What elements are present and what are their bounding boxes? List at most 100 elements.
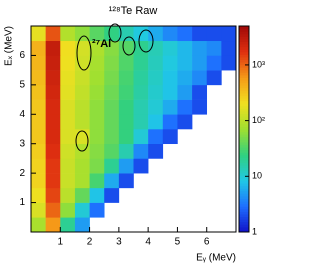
color-bar-step [239, 49, 249, 53]
color-bar-step [239, 51, 249, 55]
color-bar-step [239, 136, 249, 140]
color-bar-step [239, 105, 249, 109]
cell [192, 99, 208, 115]
cell [89, 202, 105, 218]
chart: ¹²⁸Te Raw Eᵧ (MeV) Eₓ (MeV) ²⁷Al 11010²1… [4, 5, 265, 264]
annotation: ²⁷Al [92, 38, 111, 50]
cell [60, 129, 76, 145]
color-bar-step [239, 188, 249, 192]
color-bar-step [239, 177, 249, 181]
y-tick-label: 6 [19, 50, 25, 61]
cell [192, 70, 208, 86]
color-bar-step [239, 103, 249, 107]
cell [177, 26, 193, 42]
cell [45, 40, 61, 56]
color-bar-step [239, 44, 249, 48]
z-tick-label: 10² [252, 115, 265, 125]
color-bar-step [239, 36, 249, 40]
cell [162, 114, 178, 130]
cell [45, 173, 61, 189]
cell [31, 158, 46, 174]
cell [162, 99, 178, 115]
cell [133, 84, 149, 100]
color-bar-step [239, 85, 249, 89]
cell [89, 143, 105, 159]
color-bar-step [239, 219, 249, 223]
color-bar-step [239, 31, 249, 35]
cell [45, 143, 61, 159]
color-bar-step [239, 154, 249, 158]
color-bar-step [239, 211, 249, 215]
cell [192, 55, 208, 71]
cell [45, 26, 61, 42]
color-bar-step [239, 201, 249, 205]
cell [31, 187, 46, 203]
cell [104, 99, 120, 115]
cell [118, 173, 134, 189]
cell [60, 158, 76, 174]
z-tick-label: 10 [252, 171, 262, 181]
cell [89, 99, 105, 115]
cell [118, 70, 134, 86]
cell [74, 40, 90, 56]
cell [60, 99, 76, 115]
cell [104, 84, 120, 100]
cell [74, 114, 90, 130]
cell [206, 55, 222, 71]
cell [177, 114, 193, 130]
cell [133, 114, 149, 130]
cell [118, 55, 134, 71]
cell [45, 114, 61, 130]
color-bar-step [239, 38, 249, 42]
x-tick-label: 4 [145, 237, 151, 248]
cell [104, 158, 120, 174]
cell [192, 84, 208, 100]
cell [89, 173, 105, 189]
cell [45, 217, 61, 233]
cell [45, 70, 61, 86]
y-tick-label: 1 [19, 197, 25, 208]
color-bar-step [239, 147, 249, 151]
color-bar-step [239, 80, 249, 84]
cell [74, 99, 90, 115]
cell [133, 55, 149, 71]
cell [31, 114, 46, 130]
color-bar-step [239, 139, 249, 143]
cell [45, 55, 61, 71]
color-bar-step [239, 131, 249, 135]
color-bar-frame [238, 25, 250, 233]
region-ellipse [76, 35, 92, 71]
cell [60, 40, 76, 56]
color-bar-step [239, 64, 249, 68]
cell [148, 114, 164, 130]
cell [206, 70, 222, 86]
color-bar-step [239, 144, 249, 148]
color-bar-step [239, 77, 249, 81]
cell [104, 187, 120, 203]
color-bar-step [239, 170, 249, 174]
cell [31, 143, 46, 159]
color-bar-step [239, 183, 249, 187]
x-axis-label: Eᵧ (MeV) [196, 253, 236, 264]
color-bar-step [239, 56, 249, 60]
cell [60, 84, 76, 100]
color-bar-step [239, 224, 249, 228]
cell [104, 129, 120, 145]
cell [89, 129, 105, 145]
color-bar-step [239, 162, 249, 166]
color-bar-step [239, 74, 249, 78]
color-bar-step [239, 72, 249, 76]
cell [31, 84, 46, 100]
cell [162, 129, 178, 145]
plot-frame [30, 25, 237, 233]
color-bar-step [239, 46, 249, 50]
cell [118, 84, 134, 100]
cell [60, 187, 76, 203]
cell [118, 114, 134, 130]
y-tick-label: 2 [19, 168, 25, 179]
color-bar-step [239, 195, 249, 200]
color-bar-step [239, 172, 249, 176]
cell [60, 143, 76, 159]
z-tick-label: 10³ [252, 59, 265, 69]
cell [31, 173, 46, 189]
